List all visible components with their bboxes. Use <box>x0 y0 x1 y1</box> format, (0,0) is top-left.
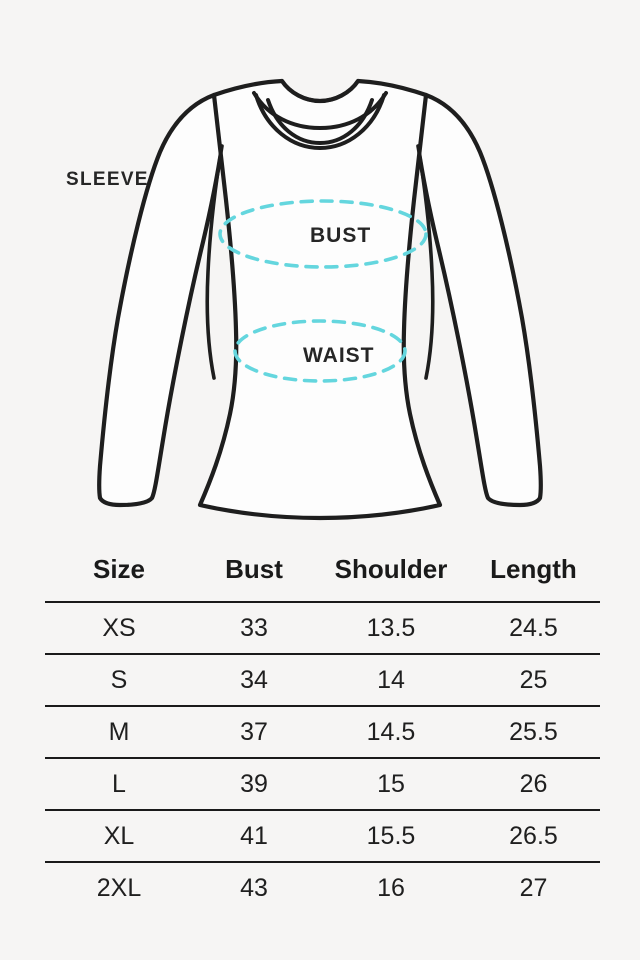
cell-bust: 39 <box>193 757 315 810</box>
neckline-opening <box>280 79 360 104</box>
column-header-size: Size <box>92 554 146 584</box>
cell-bust: 37 <box>193 705 315 758</box>
sleeve-label: SLEEVE <box>66 169 149 190</box>
column-header-bust: Bust <box>225 554 283 584</box>
cell-bust: 33 <box>193 601 315 654</box>
table-row: XS 33 13.5 24.5 <box>45 601 600 654</box>
cell-length: 25.5 <box>467 705 600 758</box>
cell-size: XL <box>45 809 193 862</box>
column-header-length: Length <box>490 554 577 584</box>
cell-size: M <box>45 705 193 758</box>
table-row: L 39 15 26 <box>45 757 600 810</box>
collar-band-outer <box>254 93 386 151</box>
right-armhole-seam <box>416 144 435 380</box>
cell-size: L <box>45 757 193 810</box>
size-chart-table: Size Bust Shoulder Length XS 33 13.5 24.… <box>45 548 600 913</box>
back-neck-arc <box>252 91 388 131</box>
table-row: S 34 14 25 <box>45 653 600 706</box>
cell-shoulder: 15.5 <box>315 809 467 862</box>
bust-measurement-ellipse <box>218 199 428 269</box>
cell-size: XS <box>45 601 193 654</box>
cell-length: 26 <box>467 757 600 810</box>
cell-shoulder: 16 <box>315 861 467 913</box>
waist-label: WAIST <box>303 344 375 367</box>
waist-measurement-ellipse <box>233 319 407 383</box>
table-row: 2XL 43 16 27 <box>45 861 600 913</box>
cell-shoulder: 14.5 <box>315 705 467 758</box>
left-sleeve <box>97 92 225 508</box>
cell-shoulder: 14 <box>315 653 467 706</box>
bust-label: BUST <box>310 224 372 247</box>
garment-outline <box>97 78 543 521</box>
table-row: M 37 14.5 25.5 <box>45 705 600 758</box>
cell-length: 27 <box>467 861 600 913</box>
cell-bust: 43 <box>193 861 315 913</box>
cell-length: 25 <box>467 653 600 706</box>
table-row: XL 41 15.5 26.5 <box>45 809 600 862</box>
column-header-shoulder: Shoulder <box>334 554 448 584</box>
cell-shoulder: 13.5 <box>315 601 467 654</box>
right-sleeve <box>415 92 543 508</box>
cell-size: 2XL <box>45 861 193 913</box>
cell-length: 26.5 <box>467 809 600 862</box>
table-header-row: Size Bust Shoulder Length <box>45 548 600 602</box>
cell-bust: 34 <box>193 653 315 706</box>
garment-technical-drawing <box>97 78 543 521</box>
cell-size: S <box>45 653 193 706</box>
cell-bust: 41 <box>193 809 315 862</box>
garment-illustration: BUST WAIST SLEEVE <box>66 78 543 521</box>
cell-shoulder: 15 <box>315 757 467 810</box>
cell-length: 24.5 <box>467 601 600 654</box>
left-armhole-seam <box>205 144 224 380</box>
collar-band-inner <box>266 98 374 146</box>
